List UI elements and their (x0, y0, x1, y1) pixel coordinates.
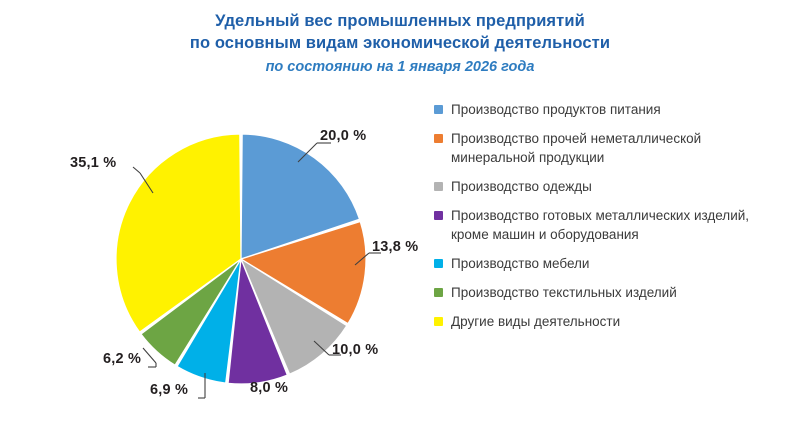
slice-label-1: 13,8 % (372, 239, 419, 255)
legend-item-4[interactable]: Производство мебели (434, 254, 786, 273)
chart-title-block: Удельный вес промышленных предприятий по… (0, 10, 800, 78)
legend-color-swatch-icon-2 (434, 182, 443, 191)
pie-chart-area: 20,0 % 13,8 % 10,0 % 8,0 % 6,9 % 6,2 % 3… (55, 105, 430, 425)
slice-label-5: 6,2 % (103, 351, 142, 367)
pie-slice-0[interactable] (240, 133, 361, 260)
legend-item-5[interactable]: Производство текстильных изделий (434, 283, 786, 302)
legend-color-swatch-icon-5 (434, 288, 443, 297)
legend-label-0: Производство продуктов питания (451, 102, 661, 117)
slice-label-0: 20,0 % (320, 128, 367, 144)
legend-label-3: Производство готовых металлических издел… (451, 208, 750, 242)
page-title-line-1: Удельный вес промышленных предприятий (215, 12, 585, 30)
leader-line-0 (297, 142, 318, 163)
pie-slice-5[interactable] (140, 258, 242, 366)
pie-slice-1[interactable] (239, 220, 367, 325)
legend-item-6[interactable]: Другие виды деятельности (434, 312, 786, 331)
legend-color-swatch-icon-0 (434, 105, 443, 114)
leader-line-6 (139, 172, 154, 194)
legend-label-2: Производство одежды (451, 179, 592, 194)
legend-label-5: Производство текстильных изделий (451, 285, 677, 300)
leader-line-2 (313, 340, 330, 356)
legend-item-1[interactable]: Производство прочей неметаллической мине… (434, 129, 786, 167)
pie-chart-svg (115, 133, 381, 399)
pie-slice-4[interactable] (176, 258, 242, 384)
legend-color-swatch-icon-1 (434, 134, 443, 143)
page-title-line-2: по основным видам экономической деятельн… (189, 34, 611, 52)
slice-label-6: 35,1 % (70, 155, 117, 171)
leader-line-5 (142, 347, 157, 364)
leader-stub-6 (132, 166, 141, 174)
legend-color-swatch-icon-3 (434, 211, 443, 220)
chart-legend: Производство продуктов питания Производс… (434, 100, 786, 341)
slice-label-2: 10,0 % (332, 342, 379, 358)
legend-label-6: Другие виды деятельности (451, 314, 621, 329)
legend-item-2[interactable]: Производство одежды (434, 177, 786, 196)
slice-label-4: 6,9 % (150, 382, 189, 398)
legend-item-0[interactable]: Производство продуктов питания (434, 100, 786, 119)
pie-slice-2[interactable] (239, 257, 348, 375)
legend-color-swatch-icon-6 (434, 317, 443, 326)
page-subtitle: по состоянию на 1 января 2026 года (265, 59, 535, 75)
leader-line-1 (354, 252, 370, 266)
legend-item-3[interactable]: Производство готовых металлических издел… (434, 206, 786, 244)
legend-label-4: Производство мебели (451, 256, 590, 271)
pie-slice-3[interactable] (227, 258, 289, 385)
slice-label-3: 8,0 % (250, 380, 289, 396)
legend-color-swatch-icon-4 (434, 259, 443, 268)
legend-label-1: Производство прочей неметаллической мине… (451, 131, 702, 165)
